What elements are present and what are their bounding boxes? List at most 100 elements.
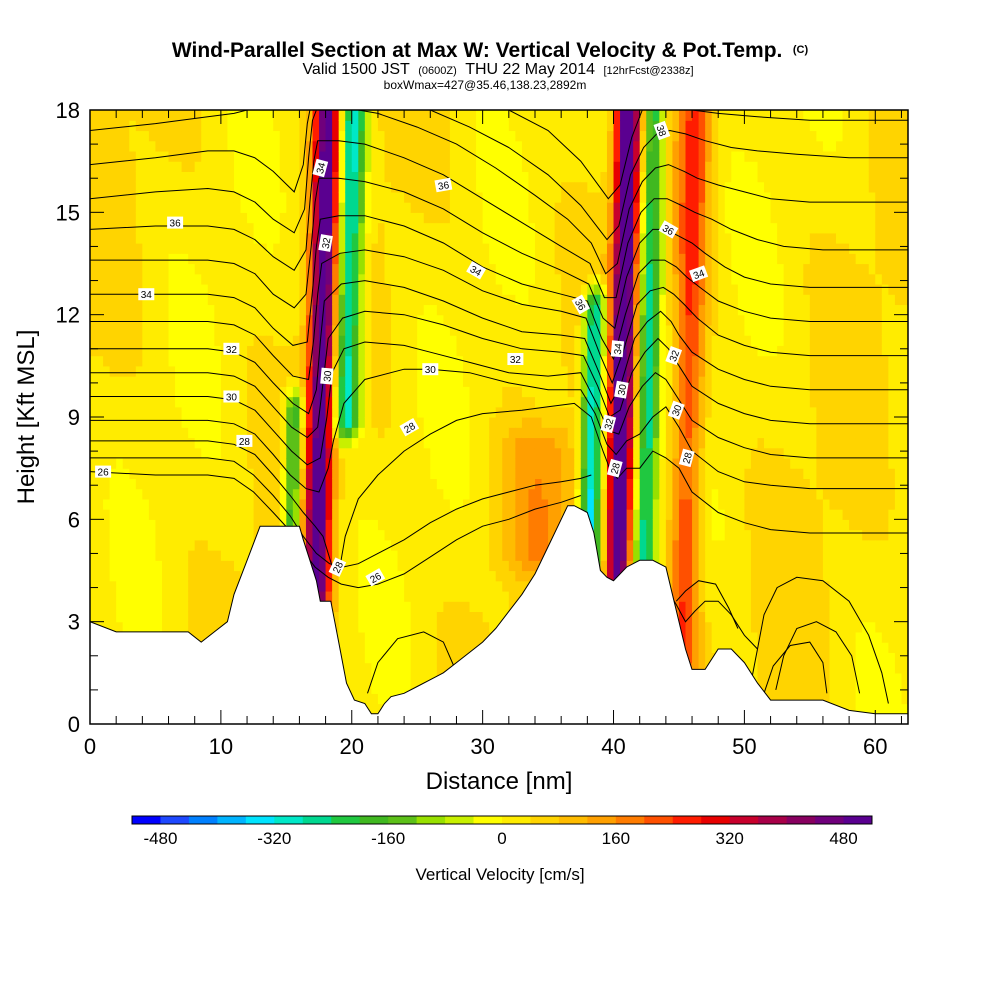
w-cell: [194, 171, 202, 183]
w-cell: [358, 570, 366, 582]
w-cell: [436, 570, 444, 582]
w-cell: [109, 386, 117, 398]
w-cell: [240, 417, 248, 428]
w-cell: [142, 345, 150, 357]
w-cell: [181, 396, 189, 408]
w-cell: [312, 570, 320, 582]
w-cell: [273, 202, 281, 213]
w-cell: [351, 386, 359, 398]
w-cell: [548, 437, 556, 449]
w-cell: [286, 386, 294, 398]
w-cell: [214, 498, 222, 510]
w-cell: [358, 355, 366, 367]
w-cell: [580, 150, 588, 162]
w-cell: [181, 498, 189, 510]
w-cell: [332, 130, 340, 142]
w-cell: [122, 457, 130, 469]
w-cell: [397, 457, 405, 469]
w-cell: [567, 110, 575, 121]
w-cell: [175, 120, 183, 132]
w-cell: [103, 202, 111, 213]
w-cell: [469, 181, 477, 193]
w-cell: [626, 539, 634, 551]
w-cell: [332, 437, 340, 449]
w-cell: [377, 150, 386, 162]
w-cell: [188, 468, 196, 479]
w-cell: [456, 253, 464, 265]
w-cell: [240, 365, 248, 377]
w-cell: [338, 457, 346, 469]
w-cell: [436, 120, 444, 132]
w-cell: [358, 457, 366, 469]
w-cell: [214, 202, 222, 213]
w-cell: [161, 509, 170, 520]
w-cell: [279, 304, 287, 316]
w-cell: [371, 283, 379, 295]
w-cell: [443, 386, 451, 398]
w-cell: [620, 304, 628, 316]
w-cell: [312, 365, 320, 377]
w-cell: [168, 529, 176, 541]
w-cell: [502, 304, 510, 316]
w-cell: [220, 447, 229, 459]
w-cell: [181, 232, 189, 244]
w-cell: [338, 161, 346, 172]
w-cell: [391, 427, 399, 439]
w-cell: [606, 437, 615, 449]
w-cell: [541, 335, 549, 346]
w-cell: [260, 161, 268, 172]
w-cell: [469, 580, 477, 592]
w-cell: [469, 345, 477, 357]
w-cell: [436, 631, 444, 643]
w-cell: [593, 376, 602, 387]
w-cell: [377, 232, 386, 244]
w-cell: [253, 253, 261, 265]
w-cell: [253, 335, 261, 346]
w-cell: [201, 202, 209, 213]
w-cell: [155, 191, 163, 203]
w-cell: [397, 447, 405, 459]
w-cell: [469, 253, 477, 265]
w-cell: [220, 191, 229, 203]
w-cell: [521, 396, 530, 408]
w-cell: [279, 417, 287, 428]
w-cell: [417, 130, 425, 142]
w-cell: [233, 161, 242, 172]
w-cell: [593, 478, 602, 490]
w-cell: [449, 580, 458, 592]
w-cell: [312, 529, 320, 541]
w-cell: [332, 488, 340, 500]
w-cell: [580, 355, 588, 367]
w-cell: [292, 437, 301, 449]
w-cell: [292, 202, 301, 213]
w-cell: [103, 396, 111, 408]
w-cell: [345, 529, 353, 541]
w-cell: [620, 396, 628, 408]
w-cell: [495, 314, 503, 326]
w-cell: [456, 212, 464, 224]
w-cell: [90, 386, 98, 398]
w-cell: [103, 447, 111, 459]
w-cell: [495, 335, 503, 346]
w-cell: [155, 253, 163, 265]
w-cell: [161, 365, 170, 377]
w-cell: [247, 253, 255, 265]
w-cell: [580, 427, 588, 439]
w-cell: [233, 202, 242, 213]
w-cell: [122, 130, 130, 142]
w-cell: [116, 386, 124, 398]
w-cell: [103, 560, 111, 572]
w-cell: [391, 631, 399, 643]
w-cell: [587, 294, 595, 306]
w-cell: [168, 498, 176, 510]
w-cell: [423, 437, 431, 449]
w-cell: [521, 140, 530, 152]
w-cell: [489, 120, 497, 132]
w-cell: [515, 396, 523, 408]
w-cell: [338, 202, 346, 213]
w-cell: [122, 590, 130, 602]
w-cell: [325, 191, 333, 203]
w-cell: [528, 171, 536, 183]
w-cell: [561, 417, 569, 428]
w-cell: [188, 478, 196, 490]
